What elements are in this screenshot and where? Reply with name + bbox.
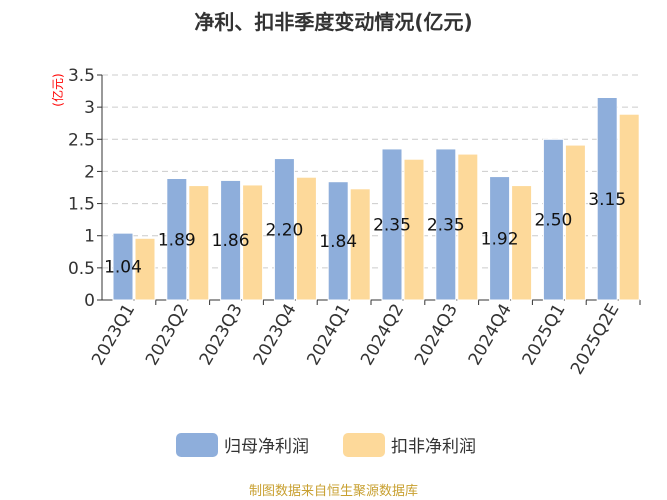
data-label: 3.15: [588, 190, 626, 210]
bar-series1: [112, 232, 134, 301]
bar-series1: [542, 138, 564, 301]
y-tick-label: 1.5: [68, 195, 95, 215]
x-tick-label: 2025Q2E: [567, 301, 623, 379]
y-tick-label: 2.5: [68, 130, 95, 150]
chart-title: 净利、扣非季度变动情况(亿元): [194, 10, 473, 34]
source-note: 制图数据来自恒生聚源数据库: [248, 484, 418, 499]
y-tick-label: 3: [84, 98, 95, 118]
bar-series2: [349, 188, 371, 301]
bar-series2: [457, 153, 479, 301]
bar-series2: [188, 185, 210, 301]
x-tick-label: 2023Q2: [142, 301, 193, 369]
bar-series2: [403, 158, 425, 301]
y-axis-label: (亿元): [50, 73, 65, 106]
bar-series1: [166, 178, 188, 301]
bar-series1: [489, 176, 511, 301]
data-label: 2.35: [427, 215, 465, 235]
legend-label-series2: 扣非净利润: [391, 437, 476, 457]
bar-series1: [435, 148, 457, 301]
bar-series1: [381, 148, 403, 301]
bar-series1: [327, 181, 349, 301]
y-tick-label: 2: [84, 162, 95, 182]
y-tick-label: 0.5: [68, 259, 95, 279]
bar-series2: [295, 176, 317, 301]
bar-chart: 0 0.5 1 1.5 2 2.5 3 3.5(亿元) 1.04 2023Q1 1.89 2023Q2…: [50, 66, 641, 379]
data-label: 1.84: [319, 232, 357, 252]
data-label: 1.86: [212, 231, 250, 251]
legend-swatch-series2: [343, 432, 385, 457]
bar-series1: [596, 97, 618, 301]
data-label: 1.89: [158, 230, 196, 250]
x-tick-label: 2023Q3: [196, 301, 247, 369]
legend-label-series1: 归母净利润: [224, 437, 309, 457]
bar-series2: [134, 237, 156, 301]
bar-series1: [273, 158, 295, 301]
x-tick-label: 2023Q4: [250, 301, 301, 369]
data-label: 2.50: [534, 211, 572, 231]
bar-series1: [220, 179, 242, 301]
x-tick-label: 2024Q4: [465, 301, 516, 369]
data-label: 1.92: [481, 229, 519, 249]
legend-item-series2[interactable]: 扣非净利润: [343, 432, 476, 457]
y-tick-label: 1: [84, 227, 95, 247]
bar-series2: [618, 113, 640, 301]
legend-item-series1[interactable]: 归母净利润: [176, 432, 309, 457]
y-tick-label: 3.5: [68, 66, 95, 86]
data-label: 1.04: [104, 258, 142, 278]
x-tick-label: 2024Q1: [303, 301, 354, 369]
x-tick-label: 2024Q3: [411, 301, 462, 369]
legend-swatch-series1: [176, 432, 218, 457]
data-label: 2.35: [373, 215, 411, 235]
x-tick-label: 2025Q1: [519, 301, 570, 369]
x-tick-label: 2024Q2: [357, 301, 408, 369]
data-label: 2.20: [265, 220, 303, 240]
bar-series2: [242, 184, 264, 301]
bar-series2: [511, 185, 533, 301]
y-tick-label: 0: [84, 291, 95, 311]
bar-series2: [564, 144, 586, 301]
x-tick-label: 2023Q1: [88, 301, 139, 369]
